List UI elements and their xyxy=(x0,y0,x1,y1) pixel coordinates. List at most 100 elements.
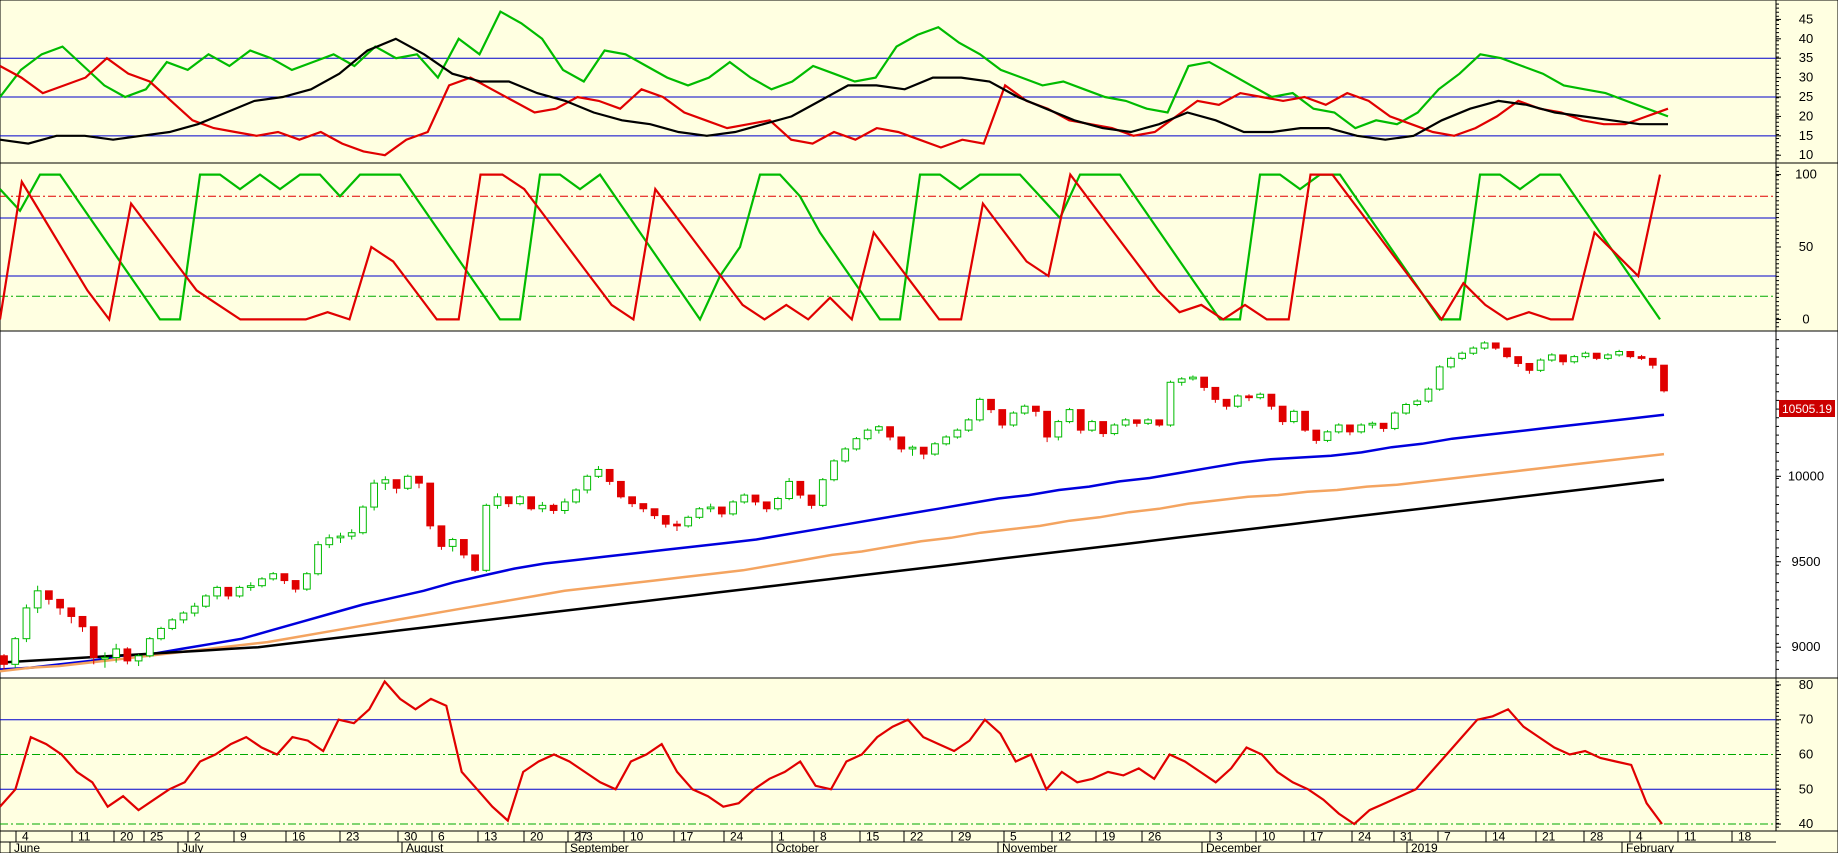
chart-panels: 10 15 20 25 30 35 40 45 0 50 100 9000 9500 10000 40 50 6… xyxy=(0,0,1838,832)
candle-body xyxy=(1054,421,1063,438)
candle-body xyxy=(459,539,468,556)
candle-body xyxy=(751,494,760,503)
candle-body xyxy=(1402,404,1410,414)
candle-body xyxy=(392,479,401,489)
candle-body xyxy=(1065,409,1074,423)
candle-body xyxy=(1660,364,1668,392)
candle-body xyxy=(1189,376,1197,380)
candle-body xyxy=(1121,419,1130,426)
x-day-label: 12 xyxy=(1058,830,1072,844)
candle-body xyxy=(504,496,513,505)
x-day-label: 1 xyxy=(778,830,785,844)
candle-body xyxy=(729,501,737,515)
candle-body xyxy=(706,506,715,510)
candle-body xyxy=(1301,410,1309,431)
candle-body xyxy=(717,506,726,515)
candle-body xyxy=(78,615,87,628)
candle-body xyxy=(1110,424,1119,435)
x-month-label: December xyxy=(1206,841,1261,853)
moving-average-2 xyxy=(0,478,1665,664)
moving-average-1 xyxy=(0,452,1665,673)
candle-body xyxy=(762,501,771,510)
candle-body xyxy=(426,482,435,527)
dmi-y-tick-label: 10 xyxy=(1799,147,1813,162)
candle-body xyxy=(1581,352,1590,358)
x-day-label: 3 xyxy=(586,830,593,844)
candle-body xyxy=(1626,351,1635,358)
moving-average-0 xyxy=(0,413,1665,671)
candle-body xyxy=(785,480,794,500)
x-day-label: 17 xyxy=(680,830,694,844)
candle-body xyxy=(1447,357,1455,368)
stochastic-y-tick-label: 100 xyxy=(1795,167,1817,182)
x-month-label: July xyxy=(182,841,203,853)
candle-body xyxy=(1592,352,1601,359)
candle-body xyxy=(796,480,805,496)
candle-body xyxy=(1088,421,1096,431)
x-axis: 4 11 20 25 2 9 16 23 30 6 13 20 273 10 17 24 1 8 15 22 29 5 12… xyxy=(0,830,1838,853)
candle-body xyxy=(516,496,524,505)
last-price-label-text: 10505.19 xyxy=(1782,402,1832,416)
candle-body xyxy=(1289,410,1298,423)
candle-body xyxy=(1020,405,1029,414)
x-day-label: 15 xyxy=(866,830,880,844)
candle-body xyxy=(886,426,894,438)
candle-body xyxy=(1570,356,1579,363)
x-day-label: 24 xyxy=(730,830,744,844)
candle-body xyxy=(1323,431,1332,441)
price-y-tick-label: 9000 xyxy=(1792,639,1821,654)
candle-body xyxy=(190,605,199,614)
x-day-label: 24 xyxy=(1358,830,1372,844)
candle-body xyxy=(1099,421,1108,435)
candle-body xyxy=(964,419,973,431)
candle-body xyxy=(695,508,704,518)
candle-body xyxy=(1032,405,1040,412)
candle-body xyxy=(448,539,457,547)
stochastic-y-tick-label: 0 xyxy=(1802,311,1809,326)
candle-body xyxy=(1469,347,1478,354)
x-day-label: 2 xyxy=(194,830,201,844)
stochastic-y-tick-label: 50 xyxy=(1799,239,1813,254)
x-day-label: 31 xyxy=(1400,830,1414,844)
candle-body xyxy=(101,656,109,660)
x-month-label: October xyxy=(776,841,819,853)
candle-body xyxy=(1368,422,1377,426)
candle-body xyxy=(874,426,883,431)
candle-body xyxy=(549,504,558,511)
candle-body xyxy=(381,479,390,484)
candle-body xyxy=(44,590,53,600)
candle-body xyxy=(673,523,681,527)
candle-body xyxy=(359,506,367,534)
rsi-y-tick-label: 50 xyxy=(1799,781,1813,796)
candle-body xyxy=(134,655,143,662)
candle-body xyxy=(1637,356,1646,359)
candle-body xyxy=(1144,419,1152,424)
candle-body xyxy=(1043,410,1051,438)
x-day-label: 4 xyxy=(22,830,29,844)
candle-body xyxy=(1480,342,1489,349)
candle-body xyxy=(403,475,412,489)
candle-body xyxy=(538,504,547,510)
candle-body xyxy=(269,573,278,580)
candle-body xyxy=(931,443,939,455)
candle-body xyxy=(953,429,962,438)
candle-body xyxy=(818,479,827,506)
candle-body xyxy=(841,448,850,462)
candle-body xyxy=(235,586,244,597)
candle-body xyxy=(1559,354,1567,363)
candle-body xyxy=(11,638,20,665)
candle-body xyxy=(852,438,861,450)
x-day-label: 30 xyxy=(404,830,418,844)
x-day-label: 22 xyxy=(910,830,924,844)
candle-body xyxy=(583,475,592,491)
candle-body xyxy=(628,496,636,505)
candle-body xyxy=(1604,354,1612,359)
x-day-label: 16 xyxy=(292,830,306,844)
x-day-label: 18 xyxy=(1738,830,1752,844)
x-month-label: June xyxy=(14,841,40,853)
rsi-panel: 40 50 60 70 80 xyxy=(0,677,1838,832)
candle-body xyxy=(1547,354,1556,361)
dmi-panel: 10 15 20 25 30 35 40 45 xyxy=(0,0,1838,164)
candle-body xyxy=(897,436,906,450)
x-day-label: 8 xyxy=(820,830,827,844)
